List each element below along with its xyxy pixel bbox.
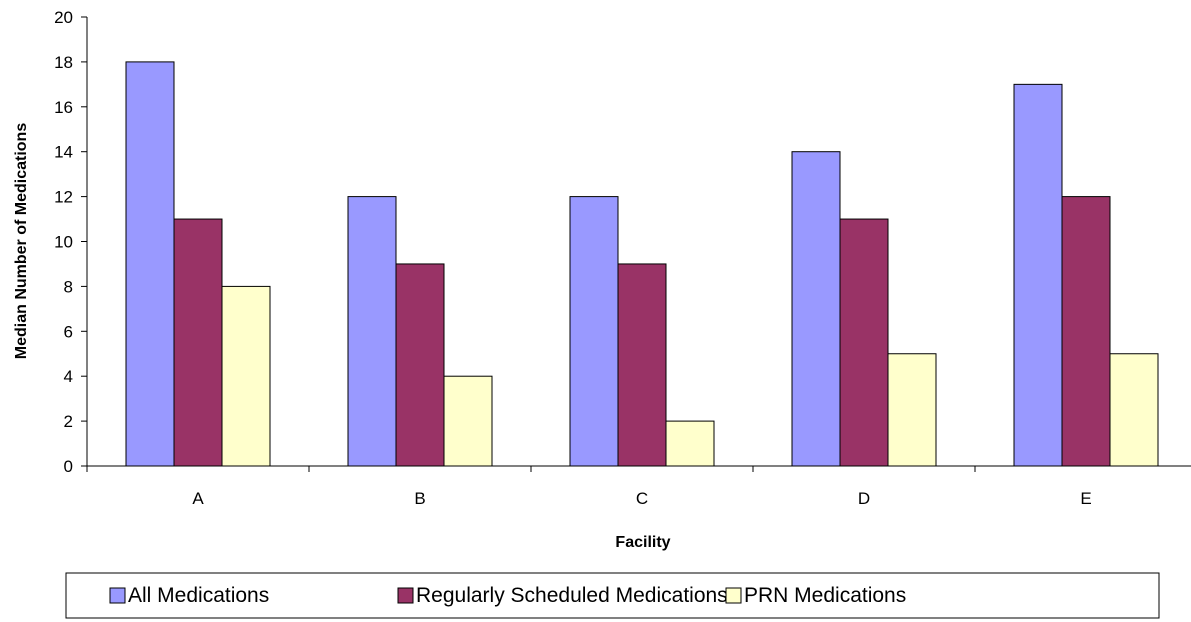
x-tick-label-a: A xyxy=(192,489,204,508)
y-tick-label: 2 xyxy=(64,412,73,431)
y-tick-label: 4 xyxy=(64,367,73,386)
bar-d-series-2 xyxy=(839,218,889,467)
bar-a-series-2 xyxy=(173,218,223,467)
bar-e-series-1 xyxy=(1013,83,1063,467)
x-axis-title: Facility xyxy=(615,534,670,551)
bar-a-series-1 xyxy=(125,61,175,467)
legend-swatch-2 xyxy=(397,587,414,604)
y-tick-label: 14 xyxy=(54,143,73,162)
y-tick-label: 16 xyxy=(54,98,73,117)
y-tick-label: 12 xyxy=(54,188,73,207)
legend-swatch-3 xyxy=(725,587,742,604)
bar-d-series-3 xyxy=(887,353,937,467)
bar-b-series-2 xyxy=(395,263,445,467)
bar-c-series-1 xyxy=(569,196,619,467)
bars-layer xyxy=(125,61,1159,467)
y-tick-label: 20 xyxy=(54,8,73,27)
bar-d-series-1 xyxy=(791,151,841,467)
legend-label-2: Regularly Scheduled Medications xyxy=(416,584,728,607)
y-tick-label: 10 xyxy=(54,233,73,252)
y-ticks: 0 2 4 6 8 10 12 14 16 18 20 xyxy=(54,8,87,476)
legend-label-3: PRN Medications xyxy=(744,584,906,607)
x-ticks: A B C D E xyxy=(86,466,1092,508)
bar-b-series-1 xyxy=(347,196,397,467)
legend-label-1: All Medications xyxy=(128,584,269,607)
legend: All Medications Regularly Scheduled Medic… xyxy=(65,572,1160,619)
bar-c-series-2 xyxy=(617,263,667,467)
x-tick-label-b: B xyxy=(414,489,425,508)
legend-swatch-1 xyxy=(109,587,126,604)
y-tick-label: 6 xyxy=(64,322,73,341)
x-tick-label-e: E xyxy=(1080,489,1091,508)
y-tick-label: 8 xyxy=(64,277,73,296)
bar-c-series-3 xyxy=(665,420,715,467)
bar-e-series-3 xyxy=(1109,353,1159,467)
y-tick-label: 0 xyxy=(64,457,73,476)
bar-b-series-3 xyxy=(443,375,493,467)
x-tick-label-c: C xyxy=(636,489,648,508)
y-axis-title: Median Number of Medications xyxy=(13,123,30,360)
y-tick-label: 18 xyxy=(54,53,73,72)
bar-e-series-2 xyxy=(1061,196,1111,467)
x-tick-label-d: D xyxy=(858,489,870,508)
legend-frame xyxy=(65,572,1160,619)
bar-a-series-3 xyxy=(221,285,271,467)
